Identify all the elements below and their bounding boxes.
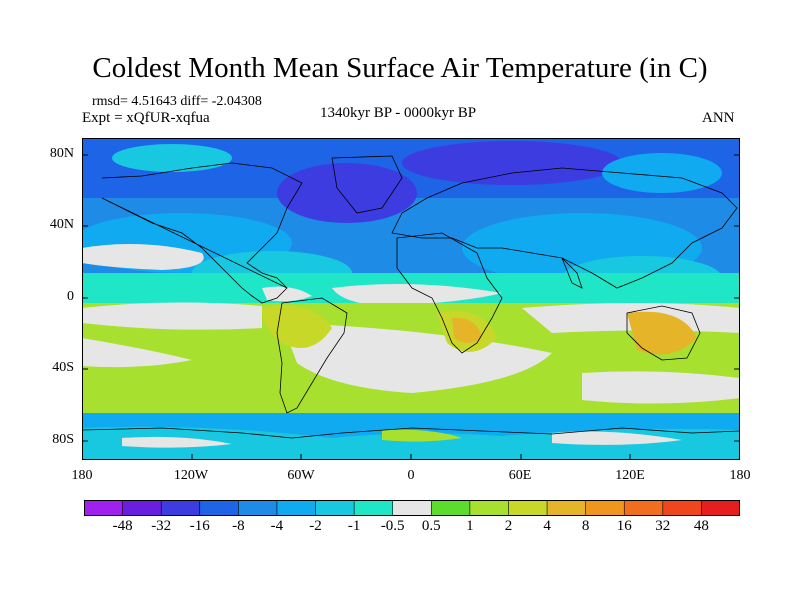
colorbar-cell <box>701 500 740 516</box>
lon-label-120e: 120E <box>615 468 645 483</box>
colorbar-label: 48 <box>693 518 709 534</box>
lon-label-60e: 60E <box>508 468 532 483</box>
experiment-label: Expt = xQfUR-xqfua <box>82 110 210 126</box>
lat-label-80n: 80N <box>49 146 74 161</box>
colorbar-cell <box>122 500 162 516</box>
colorbar-label: 16 <box>616 518 632 534</box>
colorbar-cell <box>160 500 201 516</box>
colorbar-cell <box>508 500 548 516</box>
colorbar-cell <box>430 500 471 516</box>
colorbar-cell <box>276 500 317 516</box>
colorbar-label: 2 <box>504 518 513 534</box>
lon-label-0: 0 <box>407 468 415 483</box>
axis-ticks <box>82 154 740 460</box>
lat-label-0: 0 <box>67 289 74 304</box>
colorbar-label: -4 <box>270 518 284 534</box>
lon-label-120w: 120W <box>173 468 209 483</box>
colorbar-label: 0.5 <box>421 518 441 534</box>
rmsd-diff-text: rmsd= 4.51643 diff= -2.04308 <box>92 94 262 109</box>
colorbar-label: -8 <box>232 518 245 534</box>
season-label: ANN <box>702 110 735 126</box>
lat-label-80s: 80S <box>52 432 74 447</box>
colorbar-label: -0.5 <box>380 518 405 534</box>
colorbar-label: 8 <box>581 518 590 534</box>
colorbar-cell <box>623 500 664 516</box>
colorbar-label: -48 <box>112 518 133 534</box>
lon-label-180e: 180 <box>729 468 751 483</box>
colorbar-label: 32 <box>655 518 671 534</box>
colorbar-label: 4 <box>543 518 551 534</box>
lon-label-180w: 180 <box>71 468 93 483</box>
colorbar-cell <box>353 500 394 516</box>
period-label: 1340kyr BP - 0000kyr BP <box>320 105 477 121</box>
colorbar-label: -32 <box>151 518 172 534</box>
colorbar-label: -16 <box>189 518 210 534</box>
lat-label-40n: 40N <box>49 217 74 232</box>
colorbar-label: -1 <box>347 518 361 534</box>
colorbar-cell <box>238 500 278 516</box>
colorbar <box>84 500 740 516</box>
temperature-anomaly-map <box>82 138 740 460</box>
colorbar-cell <box>585 500 626 516</box>
colorbar-cell <box>546 500 587 516</box>
colorbar-cell <box>199 500 240 516</box>
colorbar-cell <box>84 500 124 516</box>
colorbar-cell <box>469 500 510 516</box>
chart-title: Coldest Month Mean Surface Air Temperatu… <box>92 52 708 84</box>
colorbar-cell <box>315 500 355 516</box>
lon-label-60w: 60W <box>287 468 315 483</box>
colorbar-cell <box>392 500 433 516</box>
colorbar-cell <box>662 500 703 516</box>
colorbar-label: -2 <box>309 518 322 534</box>
coastlines <box>82 155 740 439</box>
colorbar-label: 1 <box>466 518 474 534</box>
lat-label-40s: 40S <box>52 360 74 375</box>
